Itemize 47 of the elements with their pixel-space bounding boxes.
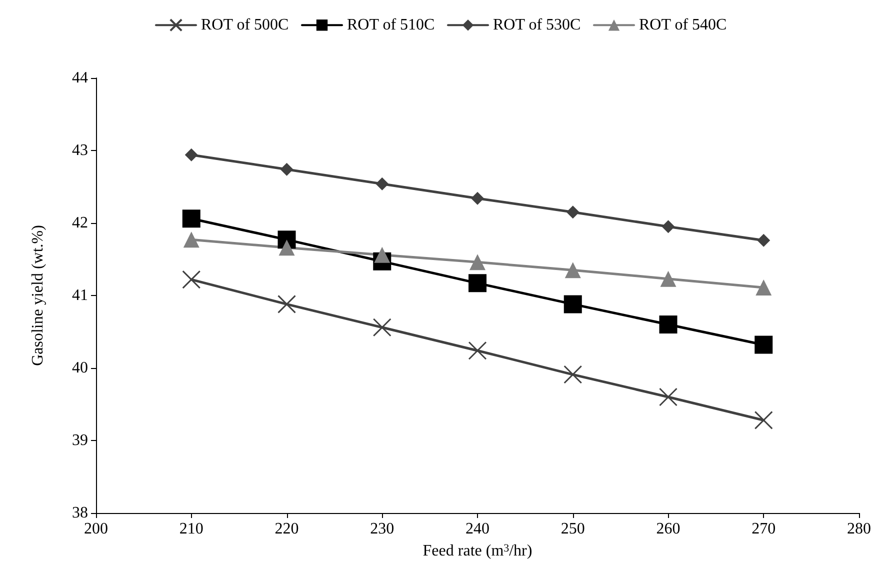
point <box>564 365 582 384</box>
point <box>659 316 678 334</box>
point <box>662 220 675 234</box>
point <box>754 336 773 354</box>
y-tick-label: 38 <box>72 504 88 522</box>
legend-label: ROT of 510C <box>347 16 435 34</box>
point <box>564 262 581 278</box>
x-tick-label: 230 <box>370 520 394 538</box>
point <box>470 254 486 270</box>
point <box>756 280 772 296</box>
point <box>280 162 294 176</box>
x-tick-label: 280 <box>847 520 871 538</box>
point <box>564 295 582 314</box>
y-tick-label: 41 <box>72 287 88 304</box>
point <box>278 294 296 314</box>
point <box>754 410 773 430</box>
y-tick-label: 40 <box>72 360 88 376</box>
point <box>471 192 484 205</box>
x-tick-label: 210 <box>179 520 204 538</box>
point <box>374 246 390 263</box>
x-tick-label: 220 <box>274 520 299 538</box>
point <box>468 341 487 360</box>
x-tick-label: 200 <box>84 520 108 538</box>
point <box>757 234 770 247</box>
y-axis-title: Gasoline yield (wt.%) <box>30 225 46 366</box>
point <box>372 318 392 337</box>
legend-label: ROT of 540C <box>639 16 727 34</box>
point <box>278 240 295 256</box>
legend-label: ROT of 530C <box>493 16 581 34</box>
point <box>184 148 198 162</box>
x-tick-label: 250 <box>560 520 585 538</box>
point <box>660 270 676 287</box>
point <box>468 274 486 292</box>
x-tick-label: 270 <box>752 520 776 538</box>
y-tick-label: 43 <box>72 142 88 159</box>
y-tick-label: 42 <box>72 214 88 232</box>
point <box>182 270 201 289</box>
x-tick-label: 240 <box>466 520 490 538</box>
y-tick-label: 44 <box>72 70 88 86</box>
point <box>566 206 580 219</box>
point <box>183 232 200 248</box>
y-tick-label: 39 <box>72 432 88 449</box>
point <box>182 210 200 228</box>
x-tick-label: 260 <box>656 520 680 538</box>
point <box>659 388 678 406</box>
legend-label: ROT of 500C <box>201 16 289 34</box>
point <box>376 177 389 190</box>
